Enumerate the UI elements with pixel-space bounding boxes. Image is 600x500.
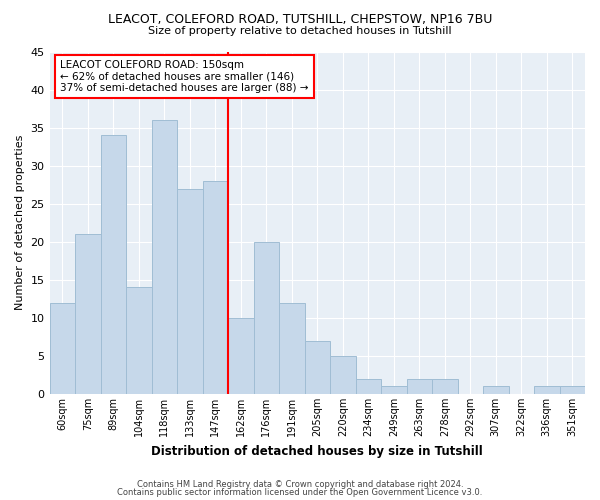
Bar xyxy=(330,356,356,394)
Y-axis label: Number of detached properties: Number of detached properties xyxy=(15,135,25,310)
Bar xyxy=(228,318,254,394)
Bar xyxy=(126,288,152,394)
Bar xyxy=(50,302,75,394)
Bar xyxy=(483,386,509,394)
Bar xyxy=(177,188,203,394)
Bar xyxy=(381,386,407,394)
Text: Contains public sector information licensed under the Open Government Licence v3: Contains public sector information licen… xyxy=(118,488,482,497)
X-axis label: Distribution of detached houses by size in Tutshill: Distribution of detached houses by size … xyxy=(151,444,483,458)
Text: Contains HM Land Registry data © Crown copyright and database right 2024.: Contains HM Land Registry data © Crown c… xyxy=(137,480,463,489)
Bar xyxy=(534,386,560,394)
Bar xyxy=(75,234,101,394)
Bar xyxy=(101,135,126,394)
Bar xyxy=(279,302,305,394)
Bar xyxy=(407,379,432,394)
Text: LEACOT, COLEFORD ROAD, TUTSHILL, CHEPSTOW, NP16 7BU: LEACOT, COLEFORD ROAD, TUTSHILL, CHEPSTO… xyxy=(108,12,492,26)
Bar xyxy=(152,120,177,394)
Bar xyxy=(203,181,228,394)
Bar xyxy=(560,386,585,394)
Bar xyxy=(254,242,279,394)
Bar xyxy=(305,340,330,394)
Bar xyxy=(356,379,381,394)
Bar xyxy=(432,379,458,394)
Text: LEACOT COLEFORD ROAD: 150sqm
← 62% of detached houses are smaller (146)
37% of s: LEACOT COLEFORD ROAD: 150sqm ← 62% of de… xyxy=(60,60,309,94)
Text: Size of property relative to detached houses in Tutshill: Size of property relative to detached ho… xyxy=(148,26,452,36)
